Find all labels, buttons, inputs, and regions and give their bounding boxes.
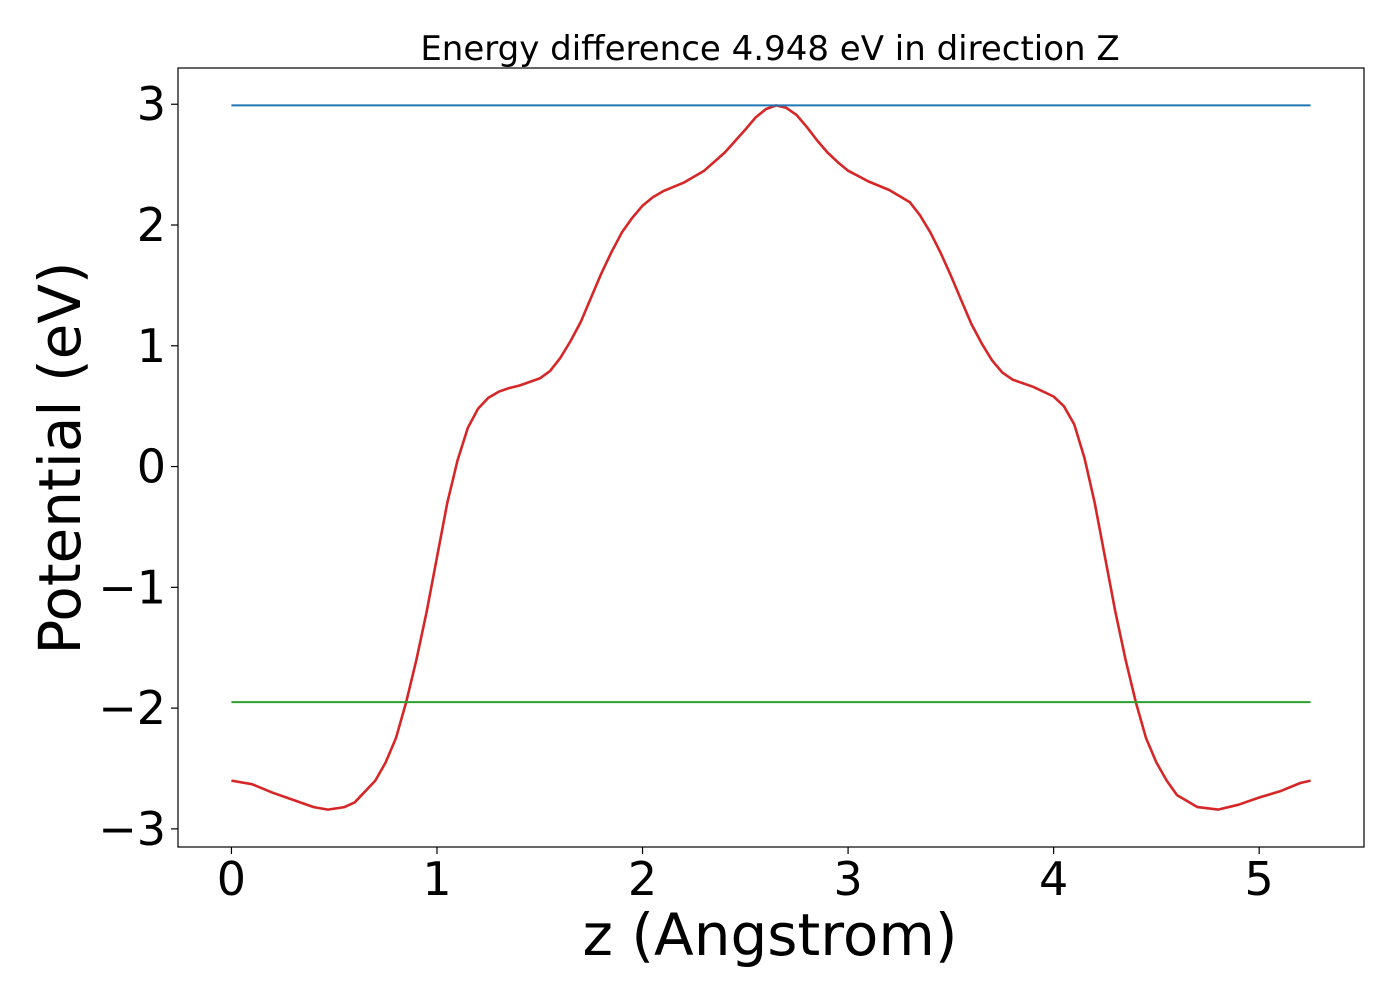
x-tick-label: 1 <box>422 852 451 906</box>
y-tick-label: 0 <box>137 440 166 494</box>
x-tick-label: 5 <box>1245 852 1274 906</box>
y-tick-label: 3 <box>137 77 166 131</box>
y-tick-label: 2 <box>137 198 166 252</box>
x-axis-label: z (Angstrom) <box>583 901 958 969</box>
x-tick-label: 3 <box>833 852 862 906</box>
axes-frame <box>177 67 1365 848</box>
chart-title: Energy difference 4.948 eV in direction … <box>420 29 1119 69</box>
x-tick-label: 2 <box>628 852 657 906</box>
y-tick-label: 1 <box>137 319 166 373</box>
plot-area <box>231 104 1311 811</box>
x-tick-label: 4 <box>1039 852 1068 906</box>
y-tick-label: −2 <box>98 681 166 735</box>
y-axis-label: Potential (eV) <box>26 261 94 654</box>
axes: 0 1 2 3 4 5 3 2 1 0 −1 −2 −3 <box>98 67 1365 906</box>
y-tick-label: −1 <box>98 560 166 614</box>
potential-curve <box>231 104 1311 811</box>
y-tick-label: −3 <box>98 802 166 856</box>
x-tick-label: 0 <box>217 852 246 906</box>
